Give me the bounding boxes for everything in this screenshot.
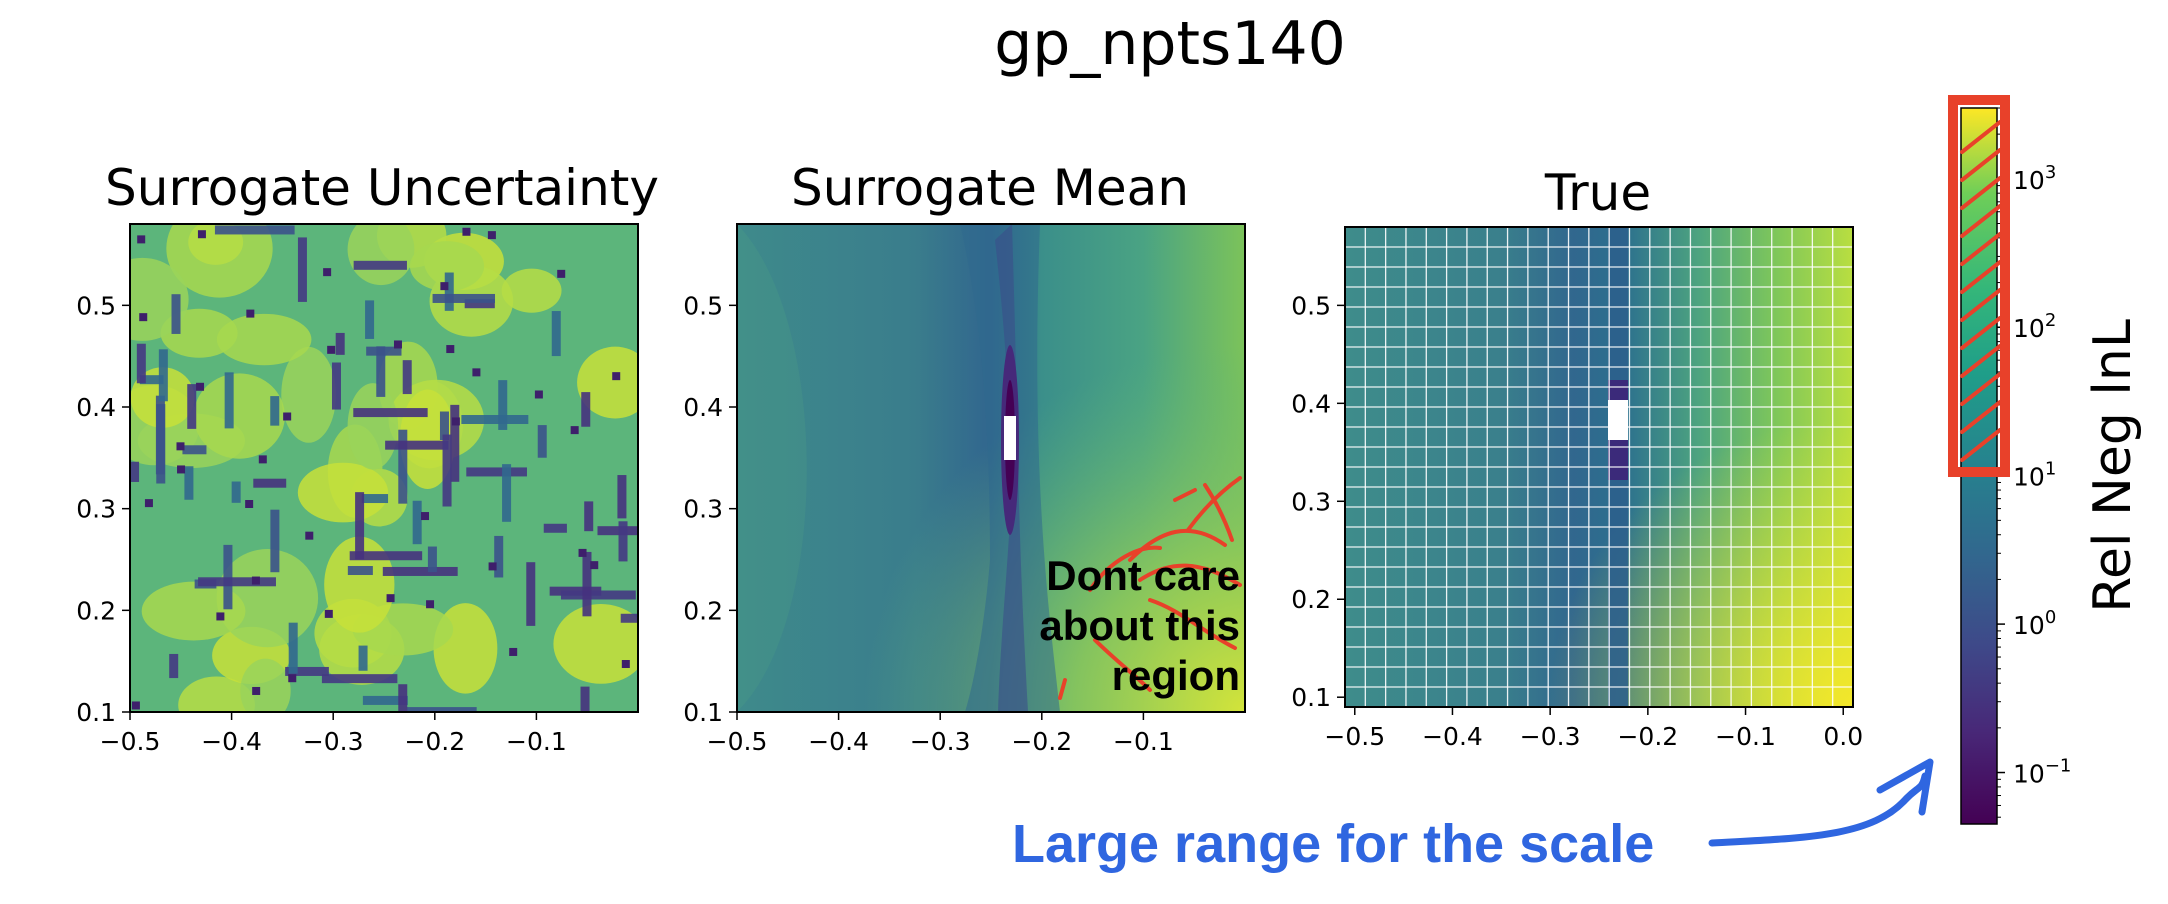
blue-arrowhead bbox=[1876, 758, 1934, 816]
y-tick-label: 0.4 bbox=[1291, 389, 1331, 418]
scale-annotation: Large range for the scale bbox=[1012, 758, 1934, 874]
colorbar-tick-label: 101 bbox=[2013, 459, 2056, 492]
x-tick-label: −0.2 bbox=[1617, 722, 1678, 751]
y-tick-label: 0.2 bbox=[683, 596, 723, 625]
plot-frame bbox=[1344, 226, 1854, 708]
uncertainty-heatmap bbox=[130, 224, 638, 712]
x-tick-label: −0.4 bbox=[201, 727, 262, 756]
y-tick-label: 0.1 bbox=[683, 698, 723, 727]
y-tick-label: 0.5 bbox=[76, 291, 116, 320]
colorbar-frame bbox=[1960, 107, 1998, 825]
panel-title: True bbox=[1544, 164, 1651, 222]
panel-surrogate-mean: Surrogate Mean −0.5 −0.4 −0.3 −0.2 −0.1 0.1 0.… bbox=[683, 159, 1246, 756]
colorbar-gradient bbox=[1961, 108, 1997, 824]
plot-frame bbox=[129, 223, 639, 713]
x-tick-label: −0.3 bbox=[1520, 722, 1581, 751]
y-tick-label: 0.4 bbox=[683, 393, 723, 422]
colorbar-highlight bbox=[1948, 95, 2010, 477]
x-tick-label: −0.1 bbox=[506, 727, 567, 756]
true-heatmap bbox=[1345, 227, 1853, 707]
y-tick-label: 0.5 bbox=[683, 291, 723, 320]
y-tick-label: 0.2 bbox=[76, 596, 116, 625]
y-tick-label: 0.3 bbox=[683, 495, 723, 524]
colorbar-tick-label: 102 bbox=[2013, 310, 2056, 343]
x-tick-label: −0.3 bbox=[303, 727, 364, 756]
x-tick-label: −0.3 bbox=[910, 727, 971, 756]
colorbar-label: Rel Neg lnL bbox=[2083, 319, 2143, 613]
y-tick-label: 0.2 bbox=[1291, 585, 1331, 614]
blue-arrow bbox=[1708, 772, 1929, 847]
plot-frame bbox=[736, 223, 1246, 713]
y-tick-label: 0.4 bbox=[76, 393, 116, 422]
y-tick-label: 0.3 bbox=[1291, 487, 1331, 516]
panel-surrogate-uncertainty: Surrogate Uncertainty −0.5 −0.4 −0.3 −0.2 −0… bbox=[76, 159, 659, 756]
panel-true: True −0.5 −0.4 −0.3 −0.2 −0.1 0.0 0.1 0.2 0.3 0.4… bbox=[1291, 164, 1863, 751]
nan-cell bbox=[1608, 400, 1628, 440]
colorbar-tick-label: 100 bbox=[2013, 607, 2056, 640]
red-scribbles bbox=[1058, 476, 1242, 700]
x-tick-label: −0.2 bbox=[1011, 727, 1072, 756]
y-tick-label: 0.1 bbox=[76, 698, 116, 727]
x-tick-label: −0.5 bbox=[1324, 722, 1385, 751]
nan-cell bbox=[1004, 416, 1016, 460]
x-tick-label: −0.4 bbox=[808, 727, 869, 756]
panel-title: Surrogate Mean bbox=[791, 159, 1189, 217]
panel-title: Surrogate Uncertainty bbox=[105, 159, 659, 217]
region-note-line-3: region bbox=[1112, 652, 1240, 699]
mean-heatmap bbox=[737, 224, 1245, 712]
colorbar: 10−1 100 101 102 103 Rel Neg lnL bbox=[1960, 107, 2143, 825]
x-tick-label: −0.1 bbox=[1113, 727, 1174, 756]
x-tick-label: −0.5 bbox=[707, 727, 768, 756]
scale-note: Large range for the scale bbox=[1012, 814, 1654, 874]
colorbar-tick-label: 103 bbox=[2013, 162, 2056, 195]
figure-title: gp_npts140 bbox=[994, 9, 1346, 79]
region-note-line-1: Dont care bbox=[1046, 552, 1240, 599]
x-tick-label: −0.1 bbox=[1715, 722, 1776, 751]
y-tick-label: 0.3 bbox=[76, 495, 116, 524]
x-tick-label: 0.0 bbox=[1823, 722, 1863, 751]
y-tick-label: 0.1 bbox=[1291, 683, 1331, 712]
x-tick-label: −0.5 bbox=[100, 727, 161, 756]
colorbar-tick-label: 10−1 bbox=[2013, 756, 2071, 789]
y-tick-label: 0.5 bbox=[1291, 291, 1331, 320]
x-tick-label: −0.4 bbox=[1422, 722, 1483, 751]
region-annotation: Dont care about this region bbox=[1039, 476, 1242, 700]
region-note-line-2: about this bbox=[1039, 602, 1240, 649]
x-tick-label: −0.2 bbox=[404, 727, 465, 756]
red-highlight-box bbox=[1948, 95, 2010, 477]
